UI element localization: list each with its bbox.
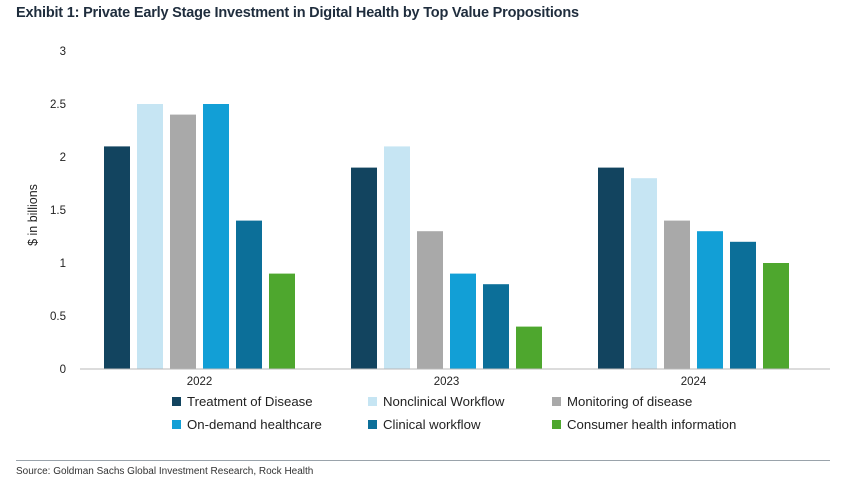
x-tick-label: 2024 [681,376,707,388]
y-tick-label: 2 [60,152,66,164]
bar-on-demand-healthcare-2022 [203,104,229,369]
y-tick-label: 1.5 [50,205,66,217]
bar-nonclinical-workflow-2024 [631,178,657,369]
divider [16,460,830,461]
chart-title: Exhibit 1: Private Early Stage Investmen… [16,5,579,21]
x-tick-label: 2023 [434,376,460,388]
bar-on-demand-healthcare-2024 [697,231,723,369]
bar-monitoring-of-disease-2022 [170,114,196,369]
bar-monitoring-of-disease-2024 [664,220,690,369]
bar-treatment-of-disease-2022 [104,146,130,369]
bar-consumer-health-information-2022 [269,273,295,369]
bar-clinical-workflow-2024 [730,241,756,369]
y-tick-label: 3 [60,46,66,58]
bar-clinical-workflow-2022 [236,220,262,369]
bar-nonclinical-workflow-2022 [137,104,163,369]
source-note: Source: Goldman Sachs Global Investment … [16,466,314,477]
bar-consumer-health-information-2023 [516,326,542,369]
bar-treatment-of-disease-2024 [598,167,624,369]
bar-treatment-of-disease-2023 [351,167,377,369]
y-tick-label: 1 [60,258,66,270]
bar-monitoring-of-disease-2023 [417,231,443,369]
bar-on-demand-healthcare-2023 [450,273,476,369]
bar-clinical-workflow-2023 [483,284,509,369]
y-axis-label: $ in billions [26,184,40,246]
y-tick-label: 0.5 [50,311,66,323]
y-tick-label: 2.5 [50,99,66,111]
bar-nonclinical-workflow-2023 [384,146,410,369]
y-tick-label: 0 [60,364,66,376]
x-tick-label: 2022 [187,376,213,388]
bar-consumer-health-information-2024 [763,263,789,369]
